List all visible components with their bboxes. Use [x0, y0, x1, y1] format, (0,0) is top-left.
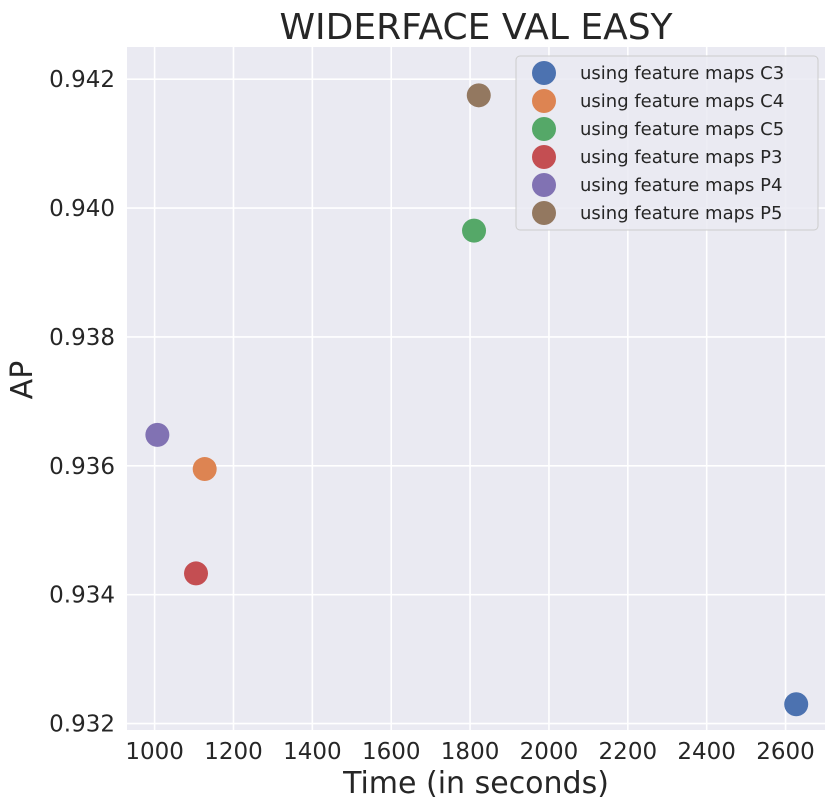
data-point	[184, 561, 209, 586]
x-axis-label: Time (in seconds)	[342, 766, 609, 801]
legend-label: using feature maps P3	[580, 147, 782, 168]
legend-marker	[532, 173, 556, 197]
legend-label: using feature maps P5	[580, 203, 782, 224]
y-tick-label: 0.936	[49, 454, 115, 480]
y-tick-labels: 0.932 0.934 0.936 0.938 0.940 0.942	[49, 67, 115, 737]
x-tick-label: 2600	[756, 739, 815, 765]
legend-box	[515, 55, 819, 231]
legend-marker	[532, 117, 556, 141]
data-points	[145, 83, 809, 717]
legend-label: using feature maps C3	[580, 63, 784, 84]
data-point	[784, 692, 809, 717]
data-point	[466, 83, 491, 108]
y-axis-label: AP	[5, 361, 40, 400]
x-tick-labels: 1000 1200 1400 1600 1800 2000 2200 2400 2600	[125, 739, 815, 765]
legend-marker	[532, 145, 556, 169]
x-tick-label: 1200	[204, 739, 263, 765]
legend-marker	[532, 89, 556, 113]
chart-title: WIDERFACE VAL EASY	[279, 7, 673, 48]
x-tick-label: 1600	[362, 739, 421, 765]
legend-label: using feature maps P4	[580, 175, 782, 196]
x-tick-label: 1400	[283, 739, 342, 765]
y-tick-label: 0.938	[49, 325, 115, 351]
data-point	[192, 457, 217, 482]
data-point	[462, 218, 487, 243]
x-tick-label: 2000	[520, 739, 579, 765]
x-tick-label: 2200	[599, 739, 658, 765]
data-point	[145, 422, 170, 447]
x-tick-label: 1800	[441, 739, 500, 765]
y-tick-label: 0.940	[49, 196, 115, 222]
y-tick-label: 0.932	[49, 712, 115, 738]
x-tick-label: 1000	[125, 739, 184, 765]
x-tick-label: 2400	[677, 739, 736, 765]
legend: using feature maps C3 using feature maps …	[515, 55, 819, 231]
legend-label: using feature maps C4	[580, 91, 784, 112]
legend-marker	[532, 61, 556, 85]
legend-marker	[532, 201, 556, 225]
y-tick-label: 0.934	[49, 583, 115, 609]
y-tick-label: 0.942	[49, 67, 115, 93]
legend-label: using feature maps C5	[580, 119, 784, 140]
